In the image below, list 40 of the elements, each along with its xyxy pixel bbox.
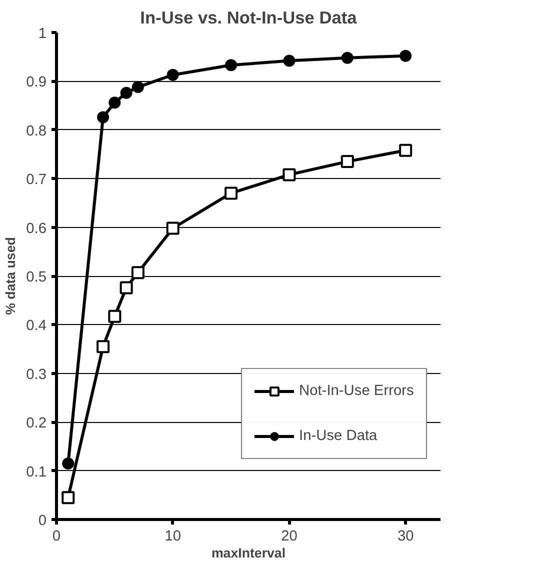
point	[108, 310, 122, 323]
point	[282, 168, 296, 182]
point	[62, 491, 75, 504]
x-tick-label: 30	[397, 528, 414, 544]
y-tick-label: 1	[38, 26, 47, 42]
point	[400, 50, 412, 62]
y-tick-label: 0.8	[26, 123, 46, 140]
point	[97, 111, 110, 124]
point	[131, 266, 144, 280]
x-tick-label: 10	[164, 528, 182, 544]
x-axis-title: maxInterval	[211, 546, 286, 560]
point	[120, 281, 133, 294]
x-tick-label: 0	[52, 528, 61, 544]
legend-label: In-Use Data	[299, 428, 378, 444]
point	[166, 68, 179, 81]
y-tick-label: 0.7	[26, 172, 46, 188]
y-tick-label: 0.1	[26, 464, 46, 480]
point	[341, 52, 354, 64]
y-tick-label: 0.4	[26, 318, 46, 334]
y-tick-label: 0.2	[26, 416, 46, 432]
point	[62, 458, 74, 470]
point	[283, 54, 296, 67]
point	[132, 81, 144, 94]
point	[340, 155, 354, 168]
y-tick-label: 0.6	[26, 220, 46, 237]
y-tick-label: 0	[38, 513, 47, 529]
point	[399, 144, 412, 157]
legend-label: Not-In-Use Errors	[299, 383, 414, 399]
y-axis-title: % data used	[3, 237, 18, 315]
x-tick-label: 20	[281, 528, 298, 544]
point	[166, 222, 180, 235]
y-tick-label: 0.3	[26, 366, 46, 383]
point	[225, 59, 238, 72]
y-tick-label: 0.5	[26, 270, 46, 286]
point	[96, 340, 110, 354]
point	[120, 86, 132, 99]
point	[224, 186, 238, 200]
y-tick-label: 0.9	[26, 74, 46, 91]
chart-title: In-Use vs. Not-In-Use Data	[140, 8, 358, 28]
point	[108, 96, 121, 109]
